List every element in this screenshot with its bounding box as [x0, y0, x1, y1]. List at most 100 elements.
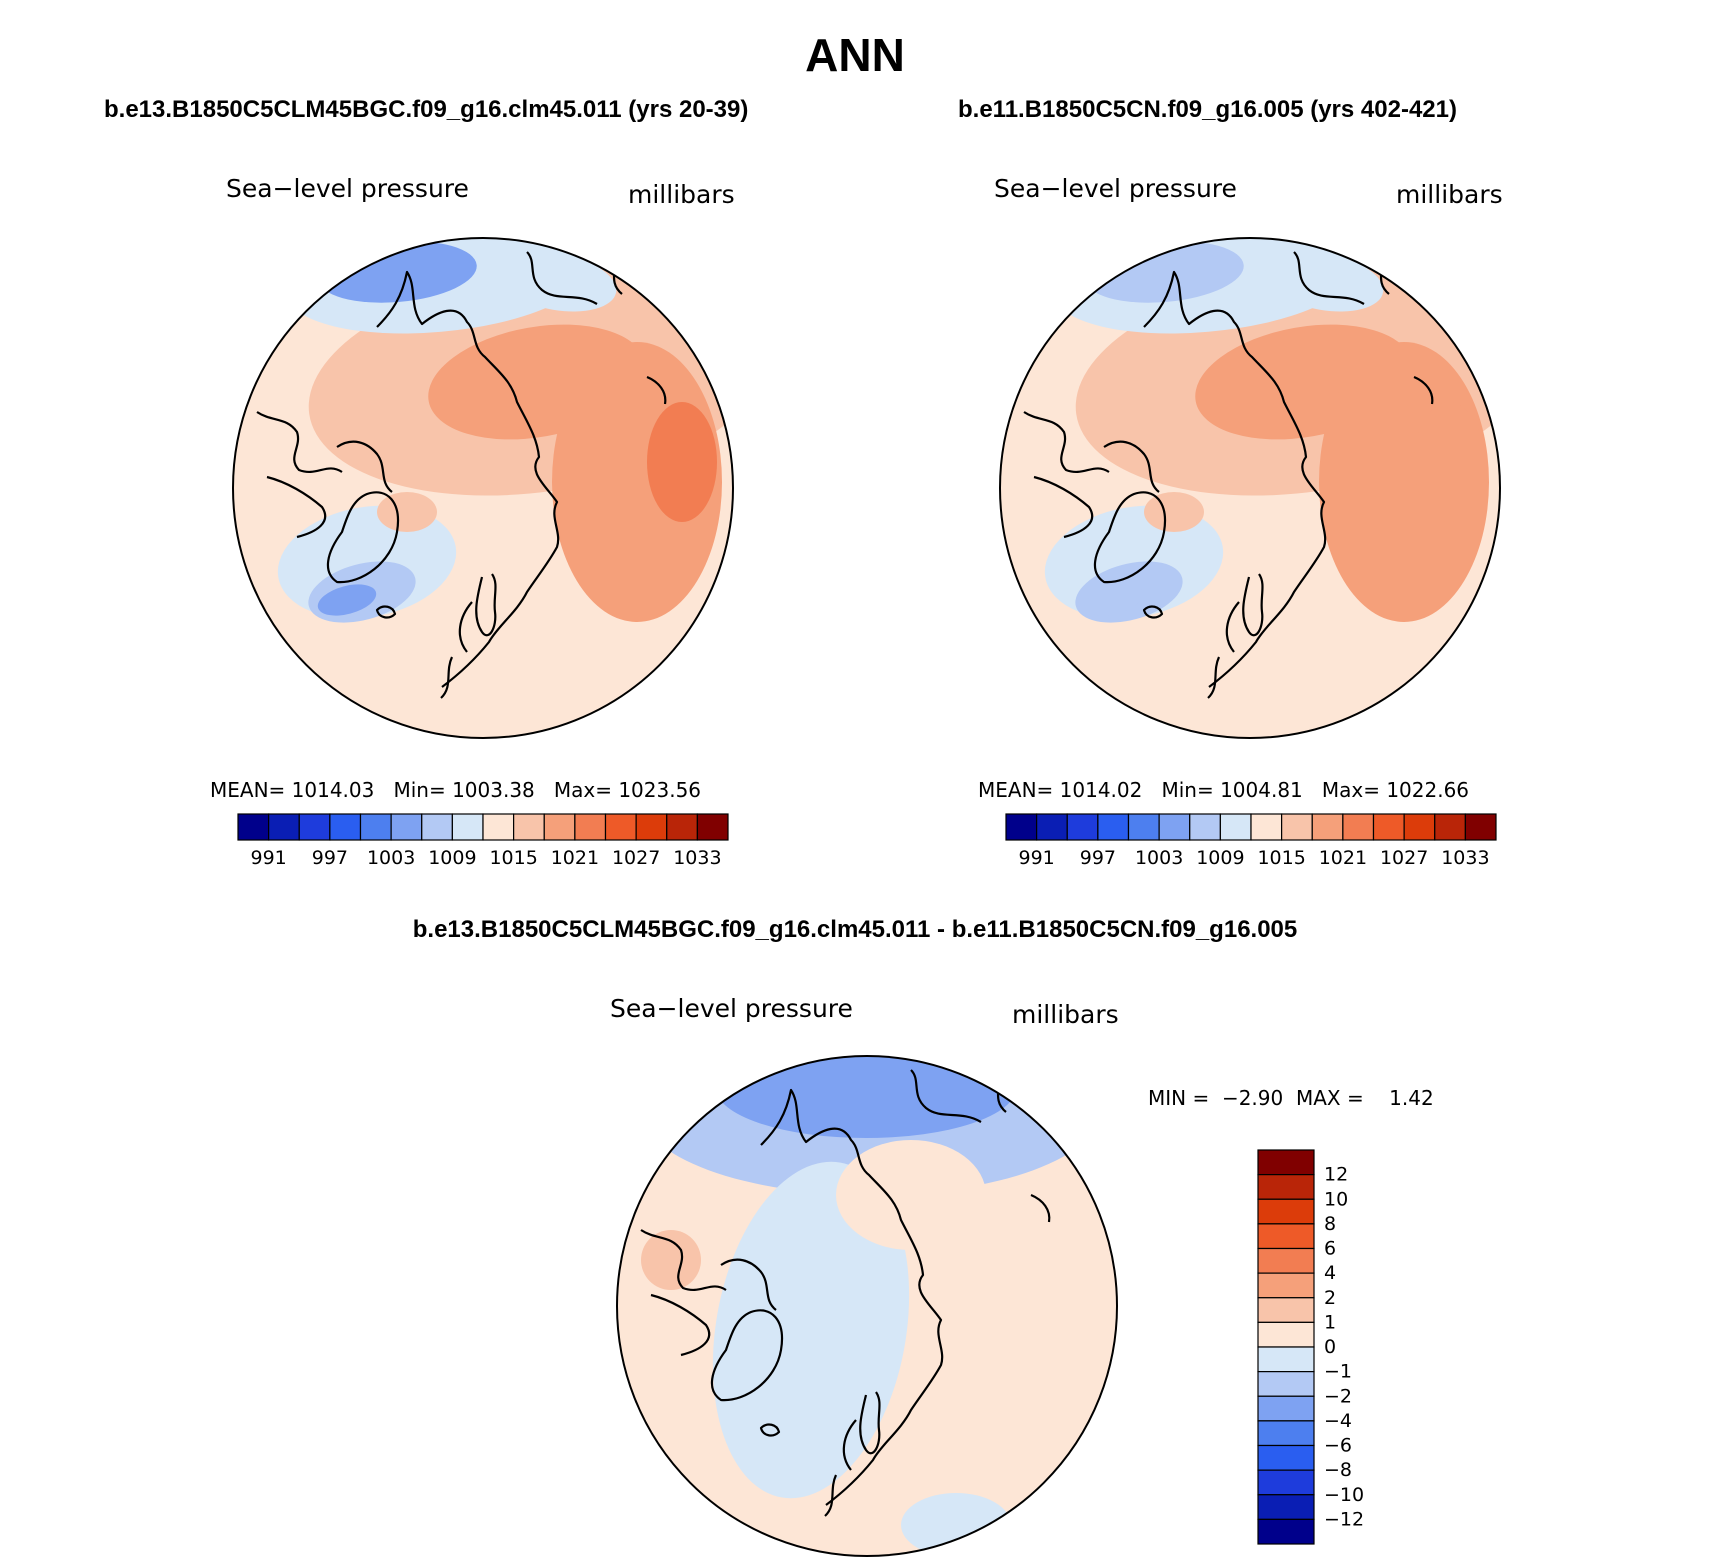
min-value: 1004.81 [1220, 778, 1303, 802]
colorbar-tick-label: −8 [1324, 1459, 1352, 1481]
difference-title: b.e13.B1850C5CLM45BGC.f09_g16.clm45.011 … [412, 916, 1298, 943]
coastline [440, 656, 454, 699]
colorbar-box [1257, 1346, 1315, 1373]
colorbar-tick-label: 2 [1324, 1287, 1336, 1309]
min-label: Min= [1161, 778, 1214, 802]
contour-region [641, 1230, 701, 1290]
coastline [842, 1419, 857, 1471]
colorbar-tick-label: 991 [250, 847, 286, 869]
colorbar-tick-label: −10 [1324, 1484, 1364, 1506]
colorbar-box [513, 813, 545, 841]
coastline [824, 1474, 838, 1517]
colorbar-box [666, 813, 698, 841]
coastline [458, 601, 473, 653]
colorbar-box [1434, 813, 1466, 841]
coastline [720, 1258, 777, 1311]
colorbar-tick-label: 1003 [1135, 847, 1183, 869]
coastline [1023, 411, 1110, 473]
colorbar-tick-label: 1009 [428, 847, 476, 869]
colorbar-box [1257, 1149, 1315, 1176]
colorbar-box [1257, 1395, 1315, 1422]
max-value: 1.42 [1389, 1086, 1434, 1110]
min-label: MIN = [1148, 1086, 1210, 1110]
colorbar-box [1257, 1371, 1315, 1397]
case-title-left: b.e13.B1850C5CLM45BGC.f09_g16.clm45.011 … [104, 96, 749, 123]
coastline [1142, 605, 1164, 619]
colorbar-tick-label: 1033 [1441, 847, 1489, 869]
colorbar-box [237, 813, 270, 841]
case-title-right: b.e11.B1850C5CN.f09_g16.005 (yrs 402-421… [958, 96, 1457, 123]
colorbar-tick-label: 1021 [1319, 847, 1367, 869]
colorbar-tick-label: 1009 [1196, 847, 1244, 869]
coastline [640, 1229, 727, 1291]
coastline [1413, 375, 1434, 405]
min-value: 1003.38 [452, 778, 535, 802]
colorbar-box [1257, 1272, 1315, 1299]
map-boundary [232, 237, 734, 739]
colorbar-box [1311, 813, 1344, 841]
coastline [1033, 475, 1094, 539]
colorbar-box [1036, 813, 1068, 841]
coastline [376, 270, 560, 688]
colorbar-tick-label: 12 [1324, 1164, 1348, 1186]
coastline [1030, 1193, 1051, 1223]
colorbar-box [298, 813, 331, 841]
colorbar-box [635, 813, 668, 841]
variable-label-right: Sea−level pressure [994, 174, 1237, 203]
max-label: Max= [553, 778, 612, 802]
colorbar-tick-label: −2 [1324, 1385, 1352, 1407]
stats-right: MEAN= 1014.02 Min= 1004.81 Max= 1022.66 [978, 778, 1469, 802]
contour-region [716, 1056, 1016, 1138]
colorbar-tick-label: 1003 [367, 847, 415, 869]
coastline [1143, 270, 1327, 688]
variable-label-left: Sea−level pressure [226, 174, 469, 203]
colorbar-box [482, 813, 515, 841]
colorbar-box [1464, 813, 1497, 841]
colorbar-tick-label: −12 [1324, 1508, 1364, 1530]
max-value: 1023.56 [618, 778, 702, 802]
colorbar-tick-label: 4 [1324, 1262, 1336, 1284]
colorbar-tick-label: 10 [1324, 1188, 1348, 1210]
max-value: 1022.66 [1386, 778, 1470, 802]
max-label: MAX = [1295, 1086, 1364, 1110]
coastline [1225, 601, 1240, 653]
colorbar-box [1257, 1321, 1315, 1348]
contour-region [1144, 492, 1204, 532]
colorbar-box [1372, 813, 1405, 841]
coastline [710, 1309, 784, 1402]
colorbar-box [1257, 1174, 1315, 1200]
colorbar-box [604, 813, 637, 841]
contour-region [497, 252, 617, 312]
colorbar-box [1257, 1198, 1315, 1225]
colorbar-box [451, 813, 484, 841]
colorbar-tick-label: −4 [1324, 1410, 1352, 1432]
min-value: −2.90 [1221, 1086, 1284, 1110]
colorbar-box [390, 813, 423, 841]
colorbar-tick-label: 997 [312, 847, 348, 869]
colorbar-box [1097, 813, 1130, 841]
coastline [336, 440, 393, 493]
colorbar-box [1257, 1223, 1315, 1250]
contour-region [712, 1161, 910, 1499]
colorbar-box [329, 813, 362, 841]
colorbar-box [1281, 813, 1313, 841]
coastline [910, 1069, 982, 1123]
colorbar-box [543, 813, 576, 841]
coastline [650, 1293, 711, 1357]
colorbar-box [696, 813, 729, 841]
colorbar-box [574, 813, 607, 841]
page-title: ANN [805, 29, 905, 81]
colorbar-tick-label: −1 [1324, 1361, 1352, 1383]
colorbar-tick-label: 1027 [612, 847, 660, 869]
contour-region [836, 1140, 986, 1250]
coastline [326, 491, 400, 584]
colorbar-box [268, 813, 300, 841]
mean-value: 1014.02 [1059, 778, 1143, 802]
coastline [1242, 573, 1264, 637]
coastline [375, 605, 397, 619]
coastline [475, 573, 497, 637]
contour-region [991, 1180, 1111, 1380]
map-panel-left [232, 237, 734, 739]
variable-label-diff: Sea−level pressure [610, 994, 853, 1023]
